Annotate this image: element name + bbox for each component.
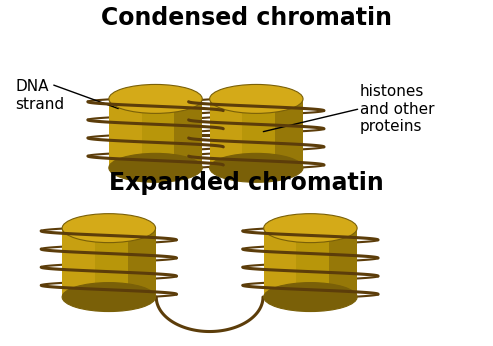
Text: histones
and other
proteins: histones and other proteins [359, 84, 434, 134]
Ellipse shape [210, 84, 303, 113]
Text: Expanded chromatin: Expanded chromatin [109, 171, 384, 195]
Text: DNA
strand: DNA strand [15, 79, 65, 112]
Polygon shape [109, 99, 202, 168]
Polygon shape [210, 99, 243, 168]
Polygon shape [210, 99, 303, 168]
Polygon shape [109, 99, 141, 168]
Ellipse shape [109, 153, 202, 182]
Polygon shape [62, 228, 156, 297]
Ellipse shape [264, 283, 357, 311]
Polygon shape [329, 228, 357, 297]
Polygon shape [275, 99, 303, 168]
Polygon shape [264, 228, 296, 297]
Polygon shape [264, 228, 357, 297]
Ellipse shape [264, 214, 357, 243]
Ellipse shape [109, 84, 202, 113]
Ellipse shape [62, 283, 156, 311]
Text: Condensed chromatin: Condensed chromatin [101, 6, 392, 30]
Polygon shape [174, 99, 202, 168]
Ellipse shape [210, 153, 303, 182]
Polygon shape [128, 228, 156, 297]
Polygon shape [62, 228, 95, 297]
Ellipse shape [62, 214, 156, 243]
